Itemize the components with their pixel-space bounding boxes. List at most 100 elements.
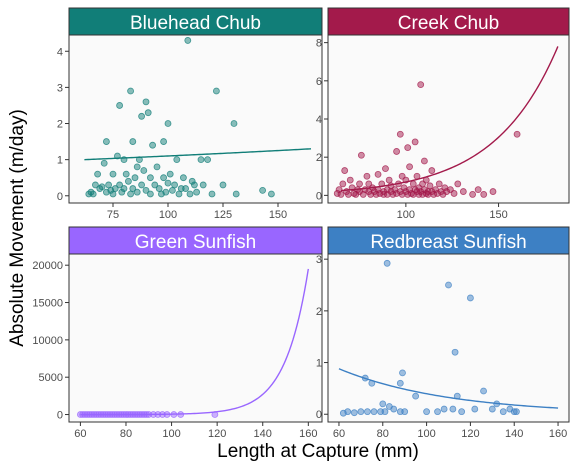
- y-tick-label: 4: [57, 46, 63, 58]
- y-tick-label: 15000: [32, 298, 63, 310]
- data-point: [103, 138, 110, 145]
- x-tick-label: 100: [162, 428, 180, 440]
- x-axis-title: Length at Capture (mm): [217, 441, 419, 462]
- y-tick-label: 6: [316, 76, 322, 88]
- data-point: [151, 181, 159, 189]
- data-point: [138, 181, 146, 189]
- data-point: [184, 37, 192, 44]
- data-point: [212, 87, 220, 95]
- plot-area: [68, 253, 323, 423]
- y-tick-label: 8: [316, 38, 322, 50]
- y-axis-title: Absolute Movement (m/day): [7, 109, 28, 347]
- data-point: [199, 181, 207, 189]
- data-point: [404, 144, 412, 152]
- data-point: [445, 281, 452, 289]
- data-point: [186, 190, 194, 198]
- x-tick-label: 140: [254, 428, 272, 440]
- data-point: [474, 186, 482, 194]
- data-point: [197, 156, 205, 164]
- y-tick-label: 0: [57, 191, 63, 203]
- y-tick-label: 2: [57, 119, 63, 131]
- trend-line: [80, 268, 310, 416]
- panel-green-sunfish: Green Sunfish 0 5000 10000 15000 20000 60 80 100…: [32, 226, 323, 440]
- data-point: [146, 174, 154, 182]
- data-point: [124, 177, 132, 185]
- data-point: [344, 408, 352, 416]
- y-tick-label: 0: [316, 190, 322, 202]
- data-point: [346, 176, 354, 184]
- data-point: [92, 181, 99, 189]
- data-point: [399, 369, 406, 377]
- x-tick-label: 120: [461, 428, 479, 440]
- data-point: [341, 167, 349, 174]
- panel-bluehead-chub: Bluehead Chub 0 1 2 3 4 75 100 125 150: [57, 7, 323, 221]
- data-point: [166, 170, 174, 178]
- data-point: [467, 294, 474, 302]
- x-tick-label: 160: [549, 428, 567, 440]
- data-points: [333, 46, 559, 198]
- data-points: [76, 268, 310, 418]
- data-point: [138, 112, 146, 120]
- data-point: [383, 259, 391, 267]
- y-tick-label: 5000: [39, 372, 63, 384]
- x-tick-label: 100: [397, 209, 415, 221]
- x-tick-label: 80: [120, 428, 132, 440]
- data-point: [513, 130, 521, 138]
- data-point: [434, 408, 441, 416]
- panel-title: Creek Chub: [398, 13, 499, 34]
- data-point: [363, 172, 371, 180]
- data-point: [149, 141, 157, 149]
- data-point: [396, 379, 404, 387]
- data-point: [267, 190, 275, 198]
- data-point: [160, 174, 168, 182]
- y-tick-label: 2: [316, 152, 322, 164]
- x-tick-label: 160: [299, 428, 317, 440]
- data-point: [374, 170, 382, 178]
- data-point: [440, 405, 448, 413]
- data-point: [513, 408, 520, 416]
- trend-line: [340, 46, 559, 192]
- data-point: [350, 409, 358, 417]
- data-point: [357, 151, 365, 159]
- data-point: [458, 408, 466, 416]
- trend-line: [338, 368, 559, 409]
- y-tick-label: 0: [316, 409, 322, 421]
- data-point: [171, 181, 179, 189]
- data-point: [208, 190, 216, 198]
- data-point: [451, 348, 459, 356]
- data-point: [131, 174, 139, 182]
- panel-strip: [327, 226, 570, 255]
- data-point: [499, 408, 507, 416]
- trend-line: [84, 148, 312, 161]
- panel-creek-chub: Creek Chub 0 2 4 6 8 100 150: [316, 7, 570, 221]
- y-tick-label: 4: [316, 114, 322, 126]
- data-point: [409, 180, 417, 188]
- data-point: [133, 188, 141, 196]
- data-point: [370, 408, 378, 416]
- x-tick-label: 60: [333, 428, 345, 440]
- data-point: [219, 181, 227, 189]
- data-point: [144, 109, 152, 117]
- data-point: [382, 165, 389, 173]
- x-tick-label: 140: [505, 428, 523, 440]
- data-point: [259, 186, 267, 194]
- data-point: [179, 174, 187, 182]
- data-point: [480, 191, 488, 198]
- y-tick-label: 2: [316, 306, 322, 318]
- data-point: [133, 163, 141, 171]
- data-point: [111, 185, 119, 192]
- panel-redbreast-sunfish: Redbreast Sunfish 0 1 2 3 60 80 100 120 140 160: [316, 226, 570, 440]
- data-point: [364, 408, 371, 416]
- data-point: [423, 408, 430, 416]
- panel-strip: [68, 226, 323, 255]
- data-point: [230, 120, 238, 127]
- data-point: [489, 188, 497, 195]
- data-point: [381, 408, 389, 416]
- data-point: [393, 148, 400, 155]
- data-point: [428, 167, 436, 174]
- data-point: [190, 181, 198, 189]
- panel-title: Redbreast Sunfish: [370, 232, 526, 253]
- panel-title: Green Sunfish: [135, 232, 256, 253]
- data-point: [164, 179, 172, 187]
- x-tick-label: 100: [159, 209, 177, 221]
